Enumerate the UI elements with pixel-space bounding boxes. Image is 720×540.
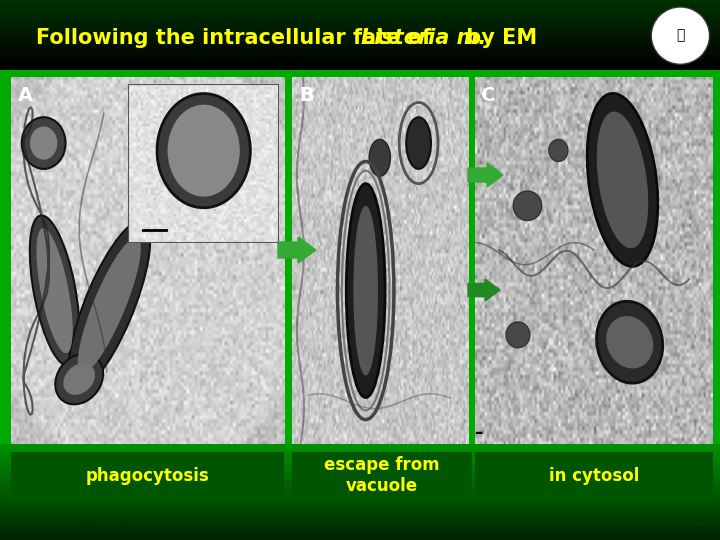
Bar <box>0 507 720 511</box>
Ellipse shape <box>369 139 390 176</box>
Bar <box>0 511 720 516</box>
Bar <box>0 497 720 502</box>
Bar <box>0 52 720 56</box>
Bar <box>0 463 720 468</box>
Bar <box>0 458 720 463</box>
FancyArrow shape <box>468 163 503 187</box>
Bar <box>0 10 720 14</box>
Ellipse shape <box>506 322 530 348</box>
Bar <box>0 63 720 66</box>
Ellipse shape <box>587 93 658 266</box>
Bar <box>0 14 720 17</box>
Bar <box>0 60 720 63</box>
FancyArrow shape <box>468 279 500 301</box>
Ellipse shape <box>346 184 385 397</box>
Text: B: B <box>299 86 313 105</box>
Bar <box>0 35 720 39</box>
Ellipse shape <box>597 112 648 248</box>
Bar <box>0 477 720 482</box>
Bar <box>0 535 720 540</box>
Text: 11: 11 <box>685 518 698 528</box>
Ellipse shape <box>513 191 541 220</box>
Bar <box>0 21 720 24</box>
Bar <box>0 530 720 535</box>
Bar <box>0 31 720 35</box>
Ellipse shape <box>549 139 568 161</box>
Bar <box>0 525 720 530</box>
Ellipse shape <box>30 126 58 160</box>
Ellipse shape <box>406 117 431 169</box>
Bar <box>0 468 720 472</box>
Bar <box>0 487 720 492</box>
Bar <box>0 0 720 3</box>
Bar <box>475 451 713 500</box>
Ellipse shape <box>55 354 103 404</box>
Bar <box>0 502 720 507</box>
Text: in cytosol: in cytosol <box>549 467 639 484</box>
Bar <box>0 449 720 454</box>
Text: 19/10/2003: 19/10/2003 <box>274 518 333 528</box>
Text: 🏛: 🏛 <box>676 29 685 43</box>
Bar <box>0 521 720 525</box>
Circle shape <box>652 7 709 64</box>
Bar <box>0 482 720 487</box>
Text: escape from
vacuole: escape from vacuole <box>324 456 439 495</box>
Bar <box>0 45 720 49</box>
Ellipse shape <box>22 117 66 169</box>
Text: phagocytosis: phagocytosis <box>86 467 210 484</box>
Bar <box>0 444 720 449</box>
Text: Listeria m.: Listeria m. <box>361 28 486 48</box>
Bar <box>0 49 720 52</box>
Bar <box>0 17 720 21</box>
Bar <box>0 516 720 521</box>
Text: –: – <box>474 424 482 442</box>
Ellipse shape <box>63 363 95 395</box>
Bar <box>0 42 720 45</box>
Ellipse shape <box>30 215 79 366</box>
Text: 5th ECC Rhodes, Greece: 5th ECC Rhodes, Greece <box>14 518 142 528</box>
Ellipse shape <box>606 316 653 368</box>
Bar <box>11 451 284 500</box>
Bar <box>0 3 720 7</box>
Ellipse shape <box>37 228 73 353</box>
Bar <box>0 39 720 42</box>
Bar <box>0 7 720 10</box>
Text: C: C <box>481 86 495 105</box>
Text: by EM: by EM <box>459 28 537 48</box>
Ellipse shape <box>597 301 662 383</box>
Text: Following the intracellular fate of: Following the intracellular fate of <box>36 28 438 48</box>
Bar <box>0 492 720 497</box>
Bar <box>0 454 720 458</box>
Bar <box>0 24 720 28</box>
FancyArrow shape <box>278 237 316 263</box>
Bar <box>0 56 720 60</box>
Bar <box>0 28 720 31</box>
Bar <box>0 66 720 70</box>
Ellipse shape <box>78 238 141 373</box>
Ellipse shape <box>354 206 378 375</box>
Bar <box>292 451 472 500</box>
Text: A: A <box>18 86 33 105</box>
Ellipse shape <box>68 221 150 390</box>
Bar <box>0 472 720 477</box>
